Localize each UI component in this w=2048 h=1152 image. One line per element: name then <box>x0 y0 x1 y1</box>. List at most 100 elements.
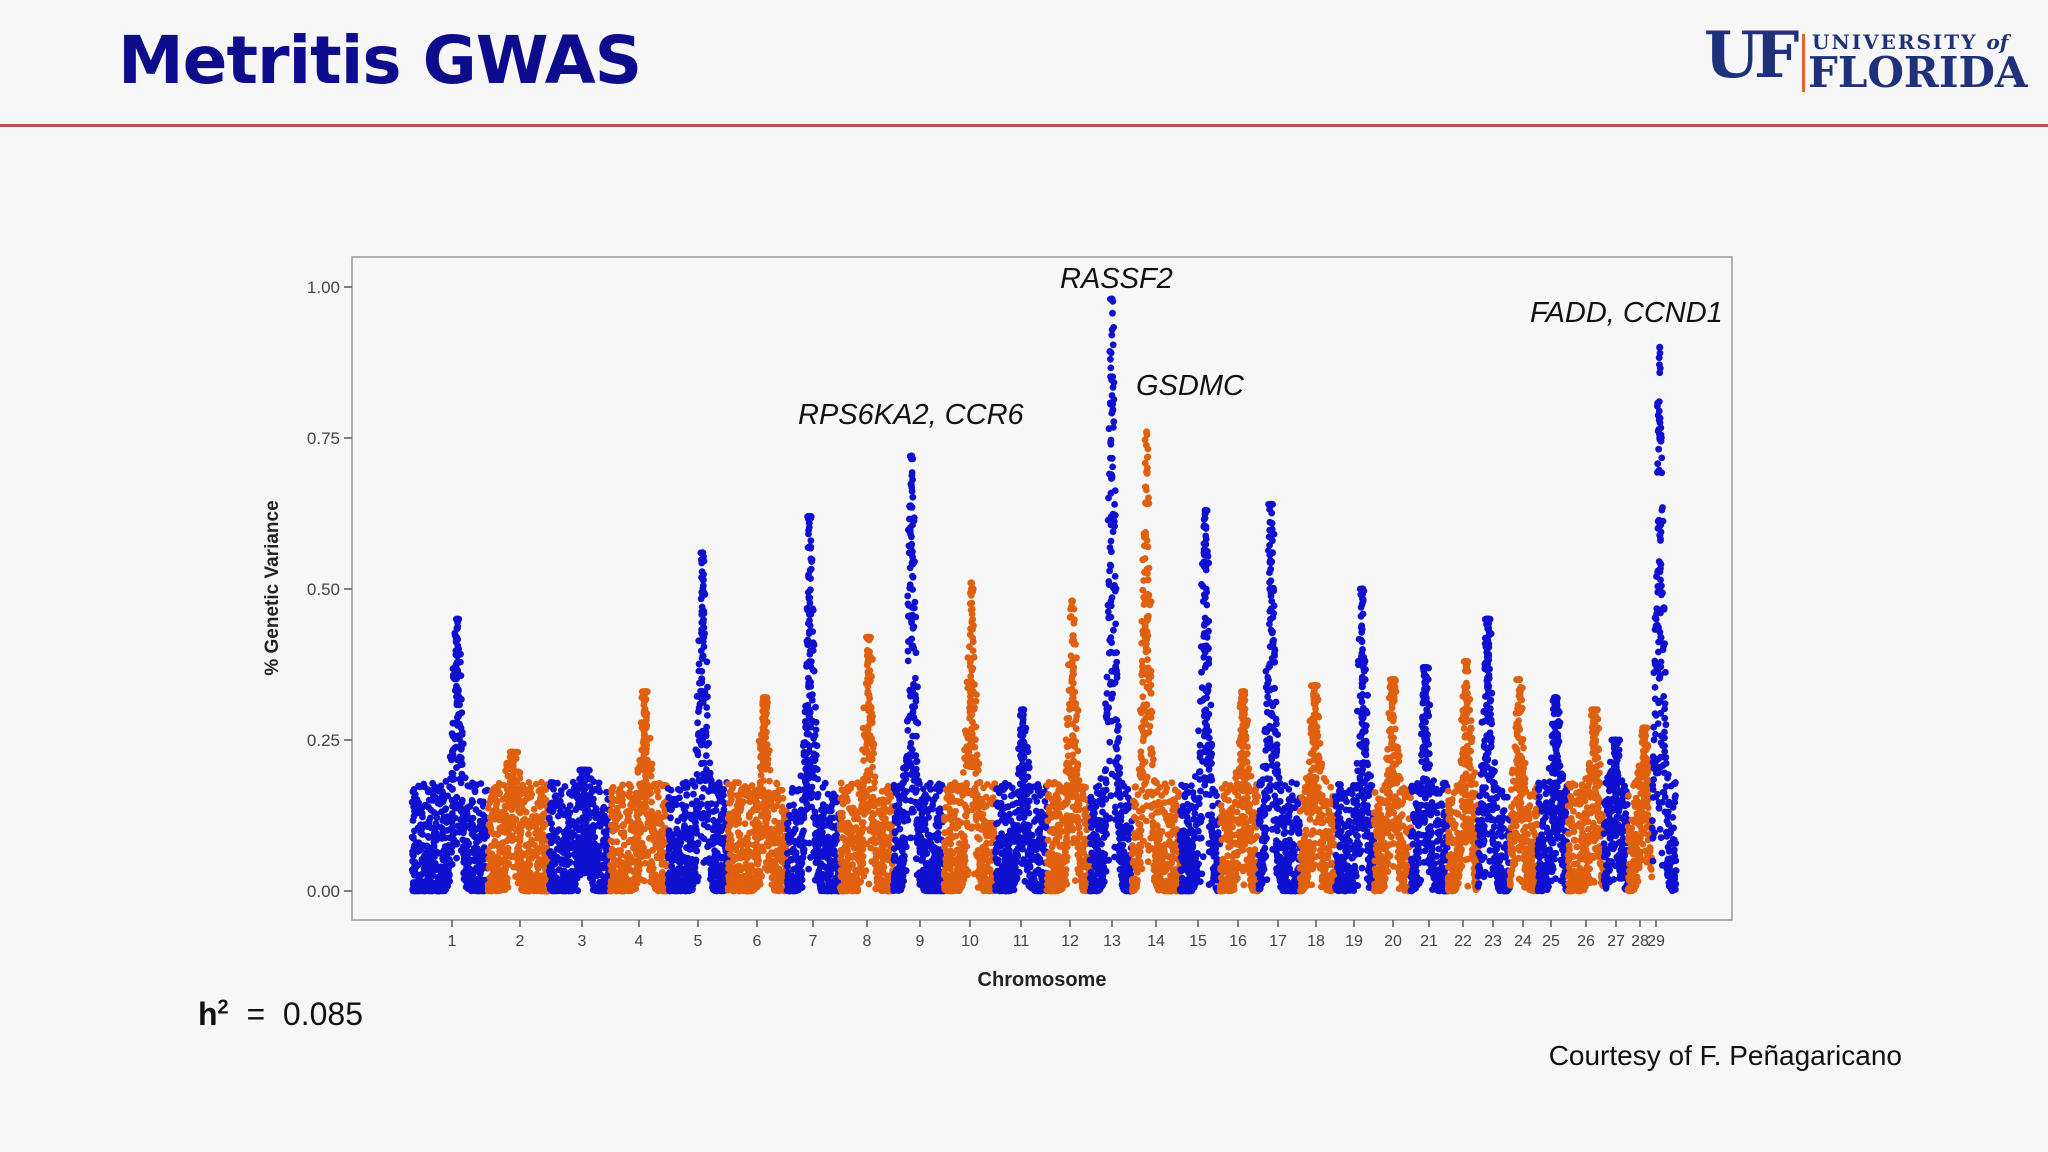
chromosome-21-peak <box>1421 663 1430 672</box>
gene-label: FADD, CCND1 <box>1530 297 1723 329</box>
chromosome-4-points <box>606 688 671 895</box>
chromosome-20-peak <box>1389 676 1397 684</box>
logo-mark: UF <box>1704 18 1799 93</box>
chromosome-6-peak <box>760 694 769 702</box>
chromosome-27-points <box>1600 736 1632 894</box>
x-tick-label: 29 <box>1647 933 1665 950</box>
chromosome-8-peak <box>865 633 873 641</box>
chromosome-10-peak <box>967 579 976 587</box>
heritability-label: h2 = 0.085 <box>198 996 363 1033</box>
chromosome-26-points <box>1564 706 1608 895</box>
chromosome-25-peak <box>1552 694 1560 702</box>
x-tick-label: 13 <box>1103 933 1121 950</box>
x-tick-label: 20 <box>1384 933 1402 950</box>
x-tick-label: 4 <box>635 933 644 950</box>
x-axis: 1 2 3 4 5 6 7 8 9 10 11 12 13 14 15 16 17 18 19 20 21 22 23 24 2… <box>448 920 1665 950</box>
title-divider <box>0 124 2048 127</box>
chromosome-25-points <box>1534 694 1572 895</box>
chromosome-11-points <box>992 706 1051 895</box>
plot-points <box>408 295 1680 895</box>
chromosome-3-points <box>545 766 614 895</box>
chromosome-15-points <box>1176 506 1224 895</box>
chromosome-18-points <box>1296 682 1339 895</box>
chromosome-3-peak <box>581 766 589 774</box>
x-tick-label: 5 <box>694 933 703 950</box>
y-tick-label: 0.00 <box>307 882 340 901</box>
chromosome-24-points <box>1506 676 1542 895</box>
heritability-value: 0.085 <box>282 996 363 1032</box>
chromosome-15-peak <box>1201 506 1209 515</box>
gene-label: RASSF2 <box>1060 263 1173 295</box>
x-tick-label: 22 <box>1454 933 1472 950</box>
chromosome-26-peak <box>1590 706 1598 714</box>
chromosome-18-peak <box>1311 682 1319 690</box>
chromosome-8-points <box>836 633 897 895</box>
x-tick-label: 17 <box>1269 933 1287 950</box>
x-tick-label: 12 <box>1061 933 1079 950</box>
y-tick-label: 1.00 <box>307 278 340 297</box>
chromosome-1-points <box>408 615 492 895</box>
x-tick-label: 6 <box>753 933 762 950</box>
chromosome-5-peak <box>699 549 707 557</box>
x-tick-label: 10 <box>961 933 979 950</box>
chromosome-12-points <box>1043 597 1094 895</box>
x-tick-label: 28 <box>1631 933 1649 950</box>
x-tick-label: 7 <box>809 933 818 950</box>
y-tick-label: 0.75 <box>307 429 340 448</box>
x-tick-label: 21 <box>1420 933 1438 950</box>
gene-label: RPS6KA2, CCR6 <box>798 399 1025 431</box>
x-tick-label: 3 <box>578 933 587 950</box>
logo-university-word: UNIVERSITY <box>1812 30 1978 54</box>
logo-florida: FLORIDA <box>1808 48 2028 97</box>
x-tick-label: 18 <box>1307 933 1325 950</box>
university-logo: UF UNIVERSITY of FLORIDA <box>1700 24 2028 98</box>
chromosome-7-points <box>783 512 844 895</box>
x-tick-label: 16 <box>1229 933 1247 950</box>
chromosome-28-peak <box>1640 724 1648 732</box>
chromosome-14-points <box>1128 428 1184 895</box>
heritability-equals: = <box>246 996 266 1032</box>
logo-university: UNIVERSITY of <box>1812 30 2008 54</box>
chromosome-19-points <box>1331 585 1378 895</box>
logo-of: of <box>1986 30 2009 54</box>
manhattan-plot: 0.000.250.500.751.00 1 2 3 4 5 6 7 8 9 10 11 12 13 14… <box>262 256 1733 991</box>
chromosome-1-peak <box>453 615 461 623</box>
chromosome-16-points <box>1216 688 1262 895</box>
x-tick-label: 24 <box>1514 933 1532 950</box>
x-tick-label: 27 <box>1607 933 1625 950</box>
chromosome-22-points <box>1444 657 1482 895</box>
chromosome-17-peak <box>1267 500 1275 508</box>
x-tick-label: 9 <box>916 933 925 950</box>
chromosome-7-peak <box>806 512 814 521</box>
chromosome-12-peak <box>1068 597 1076 605</box>
x-tick-label: 2 <box>516 933 525 950</box>
x-tick-label: 26 <box>1577 933 1595 950</box>
chromosome-23-peak <box>1484 615 1492 623</box>
chromosome-29-points <box>1648 343 1680 895</box>
y-tick-label: 0.50 <box>307 580 340 599</box>
chromosome-28-points <box>1624 724 1656 895</box>
x-tick-label: 8 <box>863 933 872 950</box>
heritability-exponent: 2 <box>217 996 229 1019</box>
chromosome-2-peak <box>508 748 517 756</box>
chromosome-13-points <box>1086 295 1136 895</box>
chromosome-4-peak <box>641 688 649 696</box>
x-tick-label: 15 <box>1189 933 1207 950</box>
chromosome-11-peak <box>1019 706 1027 714</box>
y-tick-label: 0.25 <box>307 731 340 750</box>
chromosome-29-peak <box>1656 343 1664 351</box>
gene-label: GSDMC <box>1136 370 1245 402</box>
x-tick-label: 23 <box>1484 933 1502 950</box>
chromosome-5-points <box>664 549 732 895</box>
chromosome-23-points <box>1474 615 1514 895</box>
y-axis: 0.00 0.25 0.50 0.75 1.00 <box>307 278 352 901</box>
chromosome-13-peak <box>1108 295 1116 303</box>
chromosome-16-peak <box>1239 688 1248 696</box>
logo-divider <box>1802 34 1805 92</box>
chromosome-21-points <box>1407 663 1452 895</box>
x-tick-label: 19 <box>1345 933 1363 950</box>
gene-annotations: RASSF2 GSDMC RPS6KA2, CCR6 FADD, CCND1 <box>798 263 1723 431</box>
chromosome-22-peak <box>1463 657 1471 666</box>
chromosome-27-peak <box>1612 736 1620 744</box>
chromosome-9-peak <box>908 452 916 460</box>
